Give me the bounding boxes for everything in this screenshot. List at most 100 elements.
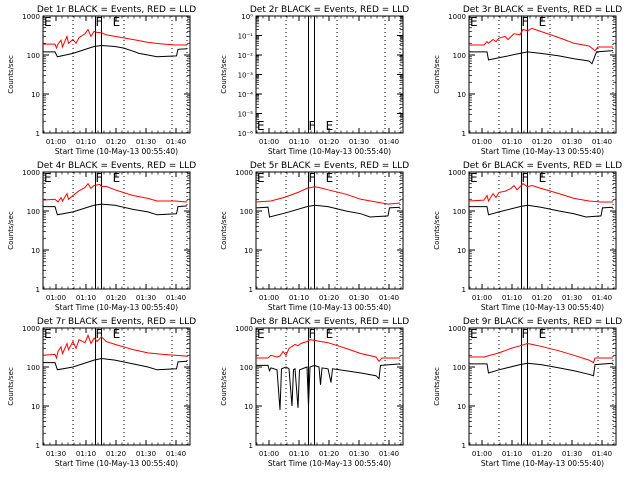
y-tick-label: 10 [244,403,253,411]
y-tick-label: 1000 [448,13,466,21]
y-tick-label: 10 [244,247,253,255]
y-axis-label: Counts/sec [220,367,228,406]
x-axis-label: Start Time (10-May-13 00:55:40) [55,147,178,156]
marker-letter: E [470,171,478,185]
chart-panel-7: Det 7r BLACK = Events, RED = LLD 1 10 100 10… [7,317,196,468]
x-tick-label: 01:10 [76,138,96,146]
y-tick-label: 1 [462,286,466,294]
plot-frame [42,171,191,290]
marker-letter: F [309,171,316,185]
chart-panel-4: Det 4r BLACK = Events, RED = LLD 1 10 100 10… [7,161,196,312]
marker-letter: E [113,171,121,185]
plot-frame [468,327,617,446]
x-tick-label: 01:20 [106,138,126,146]
series-line-2 [43,28,187,50]
x-tick-label: 01:00 [259,138,279,146]
y-tick-label: 10⁻³ [238,72,254,80]
x-tick-label: 01:40 [592,450,612,458]
x-tick-label: 01:20 [106,450,126,458]
plot-frame [468,171,617,290]
x-tick-label: 01:30 [136,294,156,302]
y-tick-label: 100 [453,52,466,60]
x-tick-label: 01:00 [472,294,492,302]
x-tick-label: 01:10 [502,138,522,146]
y-tick-label: 1000 [448,169,466,177]
series-line-1 [255,204,401,218]
series-line-1 [43,203,188,216]
chart-panel-2: Det 2r BLACK = Events, RED = LLD 10⁻⁶ 10⁻⁵… [220,5,409,156]
x-tick-label: 01:20 [532,450,552,458]
chart-title: Det 4r BLACK = Events, RED = LLD [37,161,196,171]
y-tick-label: 10⁻² [238,52,254,60]
y-tick-label: 10⁻¹ [238,33,254,41]
series-line-1 [43,44,188,58]
y-axis-label: Counts/sec [433,55,441,94]
y-tick-label: 10⁰ [241,13,253,21]
x-tick-label: 01:40 [379,294,399,302]
marker-letter: F [309,327,316,341]
marker-letter: E [44,327,52,341]
y-tick-label: 10 [457,247,466,255]
x-axis-label: Start Time (10-May-13 00:55:40) [55,459,178,468]
x-tick-label: 01:10 [76,450,96,458]
plot-frame [468,15,617,134]
y-tick-label: 100 [453,208,466,216]
y-tick-label: 100 [240,364,253,372]
chart-panel-1: Det 1r BLACK = Events, RED = LLD 1 10 100 10… [7,5,196,156]
marker-letter: E [44,15,52,29]
x-tick-label: 01:40 [592,294,612,302]
y-tick-label: 10⁻⁶ [238,130,254,138]
chart-title: Det 5r BLACK = Events, RED = LLD [250,161,409,171]
y-tick-label: 1000 [22,13,40,21]
y-axis-label: Counts/sec [433,367,441,406]
chart-panel-5: Det 5r BLACK = Events, RED = LLD 1 10 100 10… [220,161,409,312]
marker-letter: F [522,171,529,185]
marker-letter: E [470,15,478,29]
x-tick-label: 01:20 [319,450,339,458]
plot-frame [42,327,191,446]
x-tick-label: 01:40 [166,138,186,146]
y-tick-label: 10 [31,247,40,255]
x-tick-label: 01:30 [136,138,156,146]
y-tick-label: 1 [249,442,253,450]
series-line-1 [469,204,614,218]
x-tick-label: 01:30 [562,450,582,458]
chart-title: Det 2r BLACK = Events, RED = LLD [250,5,409,15]
x-tick-label: 01:30 [136,450,156,458]
marker-letter: E [539,327,547,341]
x-axis-label: Start Time (10-May-13 00:55:40) [268,303,391,312]
marker-letter: F [96,171,103,185]
chart-title: Det 8r BLACK = Events, RED = LLD [250,317,409,327]
x-tick-label: 01:20 [532,294,552,302]
x-tick-label: 01:30 [562,138,582,146]
x-tick-label: 01:10 [502,294,522,302]
x-tick-label: 01:20 [319,138,339,146]
x-axis-label: Start Time (10-May-13 00:55:40) [481,459,604,468]
y-tick-label: 100 [240,208,253,216]
chart-panel-9: Det 9r BLACK = Events, RED = LLD 1 10 100 10… [433,317,622,468]
y-tick-label: 1 [36,442,40,450]
series-line-2 [42,333,188,360]
y-tick-label: 1 [462,442,466,450]
y-axis-label: Counts/sec [7,367,15,406]
x-axis-label: Start Time (10-May-13 00:55:40) [55,303,178,312]
marker-letter: F [522,15,529,29]
chart-panel-6: Det 6r BLACK = Events, RED = LLD 1 10 100 10… [433,161,622,312]
marker-letter: F [309,119,316,133]
x-tick-label: 01:10 [76,294,96,302]
marker-letter: E [539,15,547,29]
marker-letter: E [470,327,478,341]
x-tick-label: 01:40 [166,294,186,302]
x-tick-label: 01:10 [289,138,309,146]
marker-letter: F [96,15,103,29]
y-tick-label: 100 [27,52,40,60]
chart-panel-3: Det 3r BLACK = Events, RED = LLD 1 10 100 10… [433,5,622,156]
x-axis-label: Start Time (10-May-13 00:55:40) [481,303,604,312]
plot-frame [255,327,404,446]
chart-title: Det 3r BLACK = Events, RED = LLD [463,5,622,15]
marker-letter: E [257,171,265,185]
x-tick-label: 01:10 [289,450,309,458]
x-tick-label: 01:00 [472,450,492,458]
series-line-1 [43,357,188,371]
y-axis-label: Counts/sec [7,211,15,250]
